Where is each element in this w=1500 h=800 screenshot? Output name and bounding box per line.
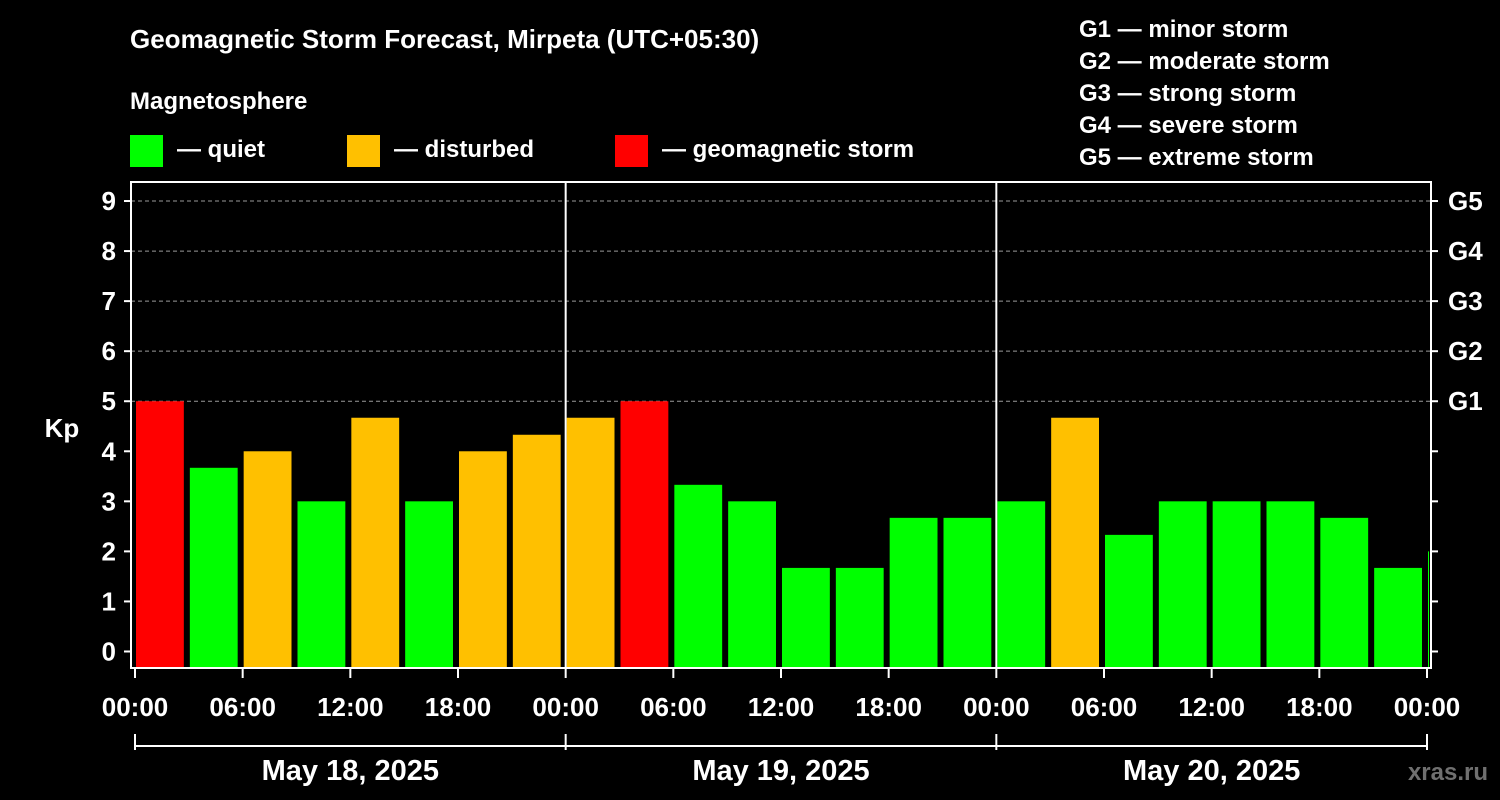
kp-bar [1051,417,1099,668]
kp-bar [512,434,561,668]
legend-label-0: — quiet [177,136,265,163]
storm-scale-item-2: G3 — strong storm [1079,80,1296,107]
x-tick-label: 06:00 [1071,692,1138,722]
y-tick-label: 4 [102,436,117,466]
y-tick-label: 6 [102,336,116,366]
day-label: May 19, 2025 [692,755,869,787]
kp-bar [566,417,615,668]
kp-bar [620,401,669,668]
kp-bar [405,501,453,668]
y-axis-label: Kp [45,413,80,443]
kp-bar [889,517,938,668]
y-tick-label: 5 [102,386,116,416]
kp-bar [1266,501,1315,668]
y-tick-label: 3 [102,486,116,516]
kp-bar [243,451,292,668]
y-tick-label: 7 [102,286,116,316]
x-tick-label: 12:00 [1178,692,1245,722]
kp-bar [1428,551,1429,668]
kp-bar [835,567,884,668]
kp-bar [1158,501,1207,668]
y-tick-label: 9 [102,186,116,216]
kp-bar [297,501,346,668]
kp-bar [459,451,507,668]
plot-area: 0 1 2 3 4 5 6 7 8 9 G1 G2 G3 G4 G5 Kp 00:00 06:00 12:00 18:… [45,181,1483,787]
g-level-label: G3 [1448,286,1483,316]
x-tick-label: 06:00 [640,692,707,722]
y-tick-label: 1 [102,586,116,616]
x-tick-label: 00:00 [532,692,599,722]
x-tick-label: 12:00 [317,692,384,722]
y-tick-label: 2 [102,536,116,566]
kp-bar [351,417,400,668]
x-tick-label: 18:00 [425,692,492,722]
storm-scale-item-0: G1 — minor storm [1079,16,1288,43]
kp-bar [1105,534,1153,668]
x-tick-label: 00:00 [1394,692,1461,722]
x-tick-label: 00:00 [102,692,169,722]
storm-scale-item-3: G4 — severe storm [1079,112,1298,139]
legend-label-1: — disturbed [394,136,534,163]
y-tick-label: 0 [102,636,116,666]
g-level-label: G5 [1448,186,1483,216]
legend-label-2: — geomagnetic storm [662,136,914,163]
y-tick-label: 8 [102,236,116,266]
x-tick-label: 18:00 [1286,692,1353,722]
x-tick-label: 00:00 [963,692,1030,722]
watermark: xras.ru [1408,759,1488,786]
chart-subtitle: Magnetosphere [130,88,307,115]
g-level-label: G2 [1448,336,1483,366]
storm-scale-item-1: G2 — moderate storm [1079,48,1330,75]
kp-bar [136,401,184,668]
storm-scale-item-4: G5 — extreme storm [1079,144,1314,171]
chart-title: Geomagnetic Storm Forecast, Mirpeta (UTC… [130,24,759,54]
kp-bar [1212,501,1261,668]
kp-bar [728,501,776,668]
storm-scale-legend: G1 — minor storm G2 — moderate storm G3 — … [1079,16,1330,171]
legend-swatch-2 [615,135,648,167]
x-tick-label: 06:00 [209,692,276,722]
g-level-label: G1 [1448,386,1483,416]
color-legend: — quiet — disturbed — geomagnetic storm [130,135,914,167]
day-label: May 18, 2025 [262,755,439,787]
g-level-label: G4 [1448,236,1483,266]
kp-bar [997,501,1046,668]
legend-swatch-0 [130,135,163,167]
x-tick-label: 18:00 [855,692,922,722]
kp-bar [782,567,830,668]
x-tick-label: 12:00 [748,692,815,722]
day-label: May 20, 2025 [1123,755,1300,787]
kp-bar [1320,517,1369,668]
kp-bar [1374,567,1422,668]
legend-swatch-1 [347,135,380,167]
kp-bar [674,484,723,668]
kp-bar [943,517,992,668]
kp-bar [189,467,238,668]
